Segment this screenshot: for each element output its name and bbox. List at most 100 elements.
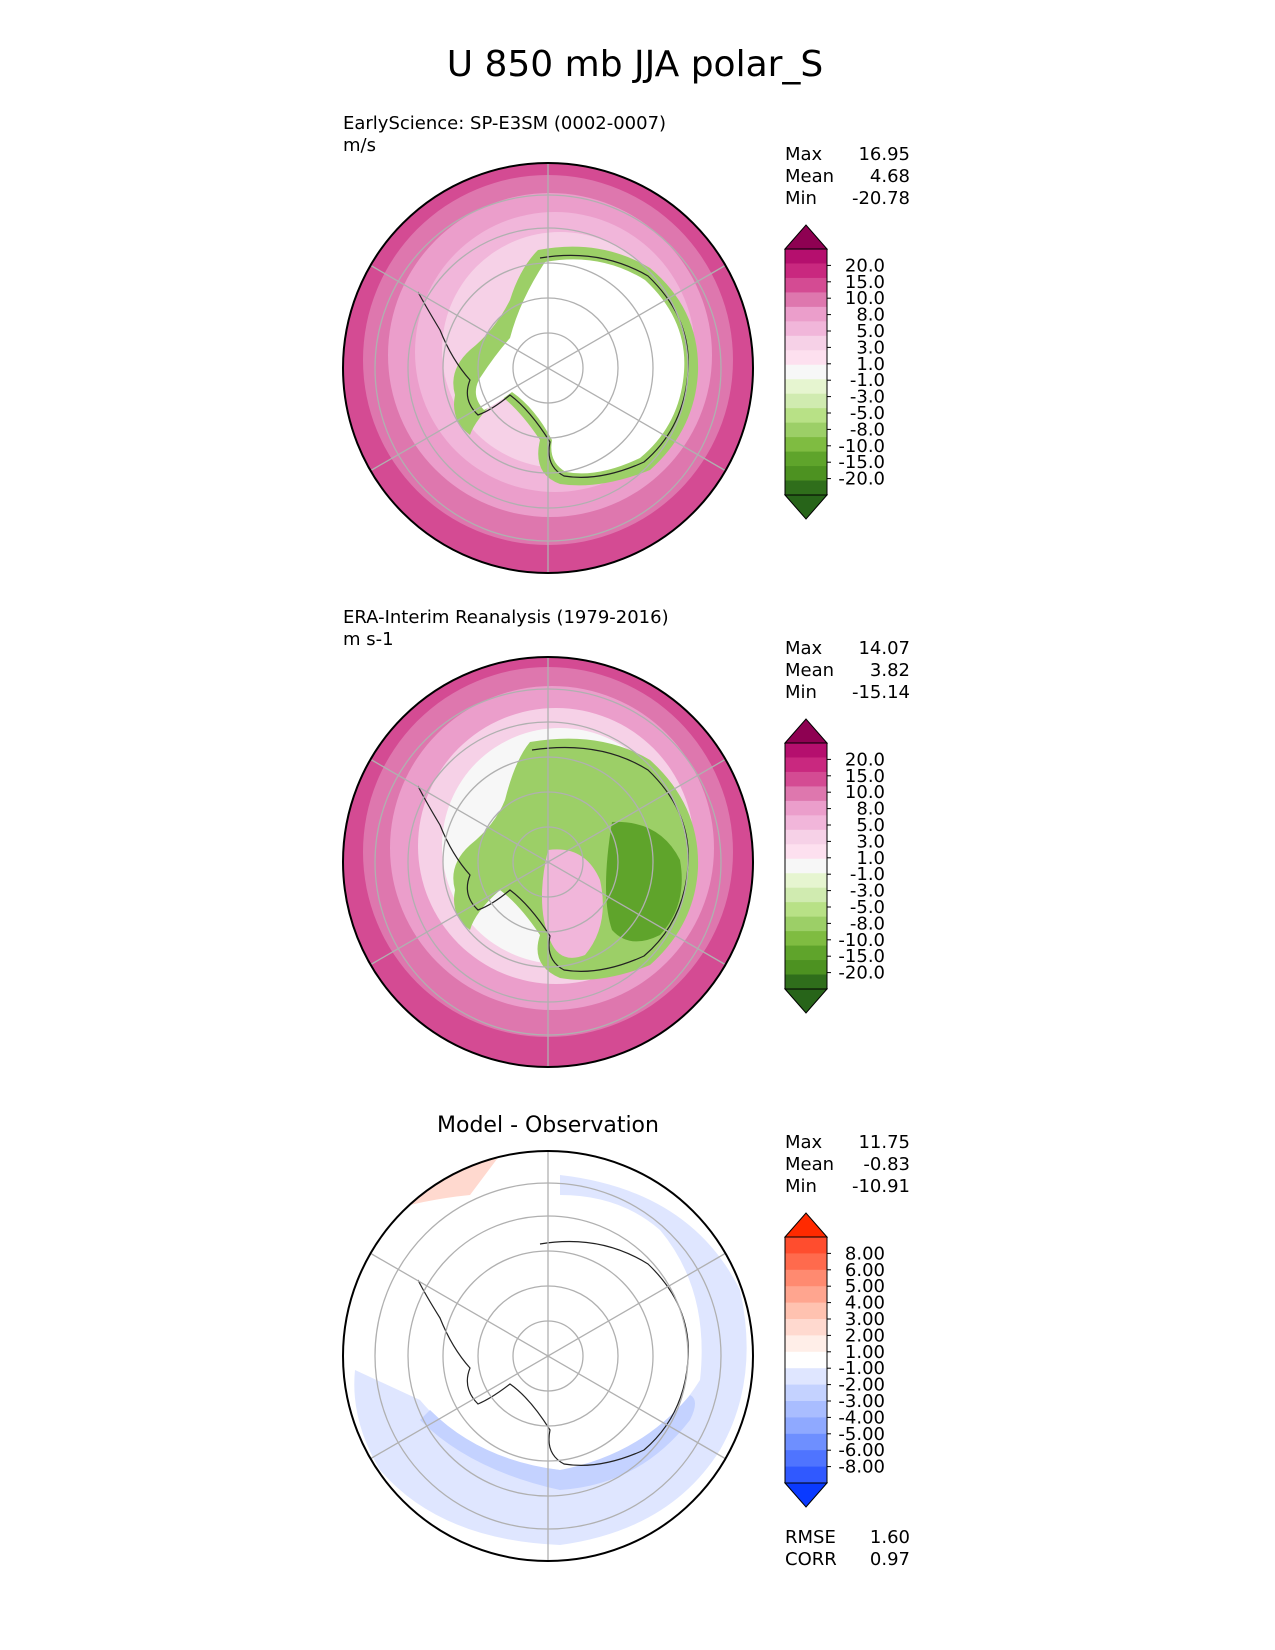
colorbar-segment [785, 1368, 827, 1386]
colorbar-tick-label: -10.0 [838, 436, 885, 457]
colorbar-tick-label: 10.0 [845, 782, 885, 803]
colorbar-segment [785, 1319, 827, 1336]
stat-min-value: -15.14 [852, 682, 910, 703]
diff-blue-core [420, 1395, 695, 1490]
colorbar-tick-label: -20.0 [838, 963, 885, 984]
colorbar-tick-label: 5.0 [856, 321, 885, 342]
colorbar-segment [785, 829, 827, 845]
stat-max-label: Max [785, 144, 823, 165]
colorbar-tick-label: -1.0 [850, 370, 885, 391]
panel-diff-stats: Max 11.75 Mean -0.83 Min -10.91 [785, 1132, 910, 1197]
stat-mean-label: Mean [785, 1154, 834, 1175]
colorbar-tick-label: -1.00 [838, 1358, 885, 1379]
grid-meridian [369, 264, 727, 472]
colorbar-tick-label: 20.0 [845, 749, 885, 770]
colorbar-segment [785, 887, 827, 903]
stat-max-value: 16.95 [858, 144, 910, 165]
colorbar-frame [784, 1236, 828, 1484]
colorbar-segment [785, 1286, 827, 1304]
colorbar-segment [785, 902, 827, 918]
colorbar-tick-label: -15.0 [838, 946, 885, 967]
colorbar-segment [785, 1401, 827, 1418]
stat-rmse-label: RMSE [785, 1527, 836, 1548]
colorbar-segment [785, 379, 827, 395]
colorbar-tick-label: -10.0 [838, 930, 885, 951]
colorbar-segment [785, 800, 827, 816]
colorbar-tick-label: 5.0 [856, 815, 885, 836]
colorbar-segment [785, 1384, 827, 1402]
panel-obs-units: m s-1 [343, 629, 394, 650]
panel-obs-grid [369, 657, 727, 1067]
colorbar-tick-label: 6.00 [845, 1260, 885, 1281]
panel-model-colorbar: 20.015.010.08.05.03.01.0-1.0-3.0-5.0-8.0… [783, 224, 885, 520]
colorbar-tick-label: -3.00 [838, 1391, 885, 1412]
colorbar-segment [785, 786, 827, 802]
colorbar-extend-max [783, 718, 829, 744]
panel-model-stats: Max 16.95 Mean 4.68 Min -20.78 [785, 144, 910, 209]
colorbar-tick-label: 1.0 [856, 848, 885, 869]
colorbar-tick-label: 3.0 [856, 337, 885, 358]
colorbar-segment [785, 393, 827, 409]
colorbar-segment [785, 451, 827, 467]
colorbar-segment [785, 873, 827, 889]
stat-corr-label: CORR [785, 1549, 837, 1570]
panel-diff: Model - Observation Max 11.75 Mean -0.83… [342, 1113, 910, 1570]
colorbar-tick-label: 3.0 [856, 831, 885, 852]
colorbar-tick-label: -5.0 [850, 403, 885, 424]
colorbar-segment [785, 1417, 827, 1435]
colorbar-tick-label: 20.0 [845, 255, 885, 276]
stat-min-value: -20.78 [852, 188, 910, 209]
colorbar-tick-label: 8.0 [856, 305, 885, 326]
colorbar-segment [785, 916, 827, 932]
panel-model-title: EarlyScience: SP-E3SM (0002-0007) [343, 113, 666, 134]
colorbar-tick-label: 3.00 [845, 1309, 885, 1330]
obs-coastline [417, 746, 689, 972]
panel-diff-grid [369, 1151, 727, 1561]
colorbar-tick-label: -1.0 [850, 864, 885, 885]
stat-min-value: -10.91 [852, 1176, 910, 1197]
colorbar-tick-label: 4.00 [845, 1293, 885, 1314]
colorbar-segment [785, 277, 827, 293]
panel-obs-colorbar: 20.015.010.08.05.03.01.0-1.0-3.0-5.0-8.0… [783, 718, 885, 1014]
colorbar-segment [785, 1335, 827, 1353]
panel-diff-title: Model - Observation [437, 1113, 659, 1138]
panel-diff-footer-stats: RMSE 1.60 CORR 0.97 [785, 1527, 910, 1570]
colorbar-segment [785, 292, 827, 308]
colorbar-tick-label: -4.00 [838, 1407, 885, 1428]
obs-interior-pink [541, 849, 603, 958]
colorbar-extend-max [783, 224, 829, 250]
colorbar-tick-label: -15.0 [838, 452, 885, 473]
stat-mean-label: Mean [785, 166, 834, 187]
panel-obs-border [342, 656, 754, 1068]
colorbar-segment [785, 364, 827, 380]
colorbar-tick-label: 10.0 [845, 288, 885, 309]
panel-model-grid [369, 163, 727, 573]
colorbar-segment [785, 263, 827, 279]
colorbar-tick-label: 1.00 [845, 1342, 885, 1363]
stat-mean-value: 3.82 [870, 660, 910, 681]
stat-max-value: 14.07 [858, 638, 910, 659]
colorbar-frame [784, 248, 828, 496]
panel-diff-colorbar: 8.006.005.004.003.002.001.00-1.00-2.00-3… [783, 1212, 885, 1508]
colorbar-segment [785, 408, 827, 424]
colorbar-segment [785, 335, 827, 351]
stat-corr-value: 0.97 [870, 1549, 910, 1570]
colorbar-segment [785, 844, 827, 860]
panel-model-units: m/s [343, 135, 376, 156]
model-continent-white [475, 259, 685, 474]
colorbar-tick-label: -5.0 [850, 897, 885, 918]
colorbar-segment [785, 466, 827, 482]
colorbar-tick-label: -5.00 [838, 1424, 885, 1445]
colorbar-segment [785, 1269, 827, 1287]
colorbar-extend-min [783, 494, 829, 520]
panel-model-border [342, 162, 754, 574]
obs-continent-darkgreen [606, 821, 682, 942]
grid-meridian [369, 758, 727, 966]
stat-min-label: Min [785, 188, 817, 209]
stat-mean-value: -0.83 [863, 1154, 910, 1175]
colorbar-segment [785, 771, 827, 787]
colorbar-segment [785, 306, 827, 322]
colorbar-segment [785, 480, 827, 496]
stat-mean-label: Mean [785, 660, 834, 681]
